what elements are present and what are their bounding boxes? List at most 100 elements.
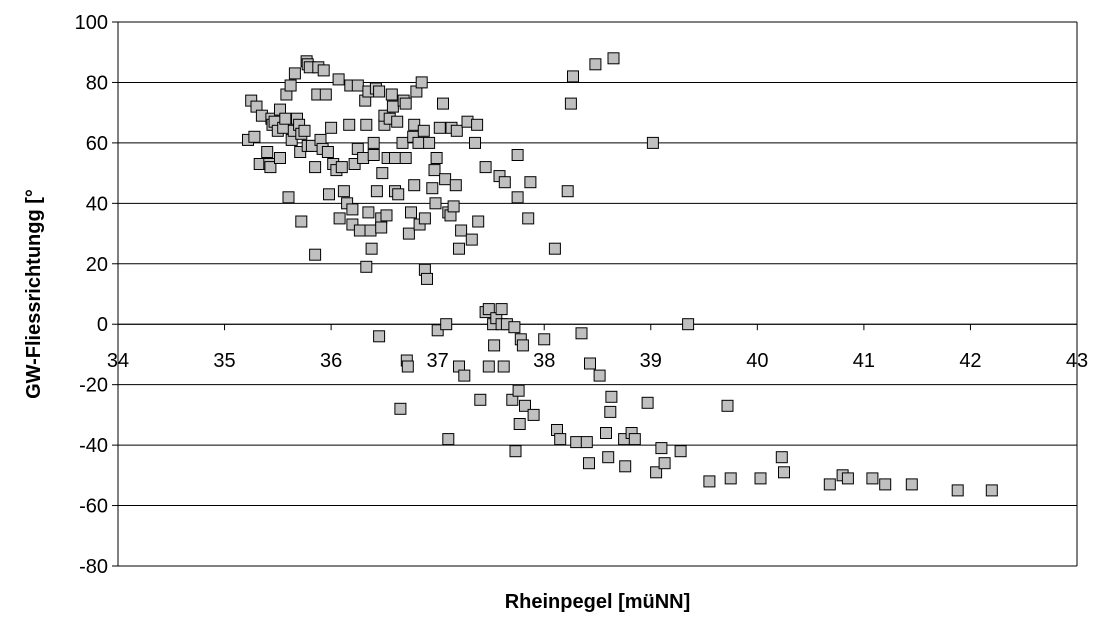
- data-point: [357, 152, 370, 164]
- data-point: [511, 191, 524, 204]
- data-point: [394, 402, 407, 415]
- data-point: [392, 188, 405, 201]
- data-point: [823, 478, 836, 491]
- data-point: [362, 206, 375, 219]
- x-tick-label: 36: [320, 350, 342, 372]
- data-point: [405, 206, 417, 219]
- y-tick-label: -20: [79, 375, 108, 397]
- data-point: [396, 136, 409, 149]
- data-point: [580, 436, 593, 449]
- data-point: [575, 327, 588, 340]
- data-point: [248, 130, 261, 143]
- y-tick-label: -60: [79, 496, 108, 518]
- y-tick-label: 100: [75, 12, 108, 34]
- data-point: [482, 360, 495, 373]
- data-point: [450, 124, 463, 137]
- data-point: [509, 445, 522, 458]
- data-point: [279, 112, 292, 125]
- data-point: [619, 460, 632, 473]
- data-point: [607, 52, 620, 65]
- data-point: [412, 136, 425, 149]
- x-tick-labels: 34 35 36 37 38 39 40 41 42 43: [107, 350, 1088, 372]
- data-point: [294, 146, 307, 158]
- data-point: [375, 221, 388, 234]
- y-tick-labels: 100 80 60 40 20 0 -20 -40 -60 -80: [75, 12, 108, 578]
- data-point: [343, 118, 356, 131]
- data-point: [583, 457, 595, 470]
- data-point: [600, 427, 612, 439]
- data-point: [408, 179, 421, 192]
- data-point: [449, 179, 462, 192]
- data-point: [447, 200, 460, 213]
- data-point: [332, 73, 345, 86]
- data-point: [421, 272, 433, 285]
- data-point: [423, 136, 436, 149]
- data-point: [513, 418, 526, 430]
- data-point: [469, 136, 481, 149]
- data-point: [402, 227, 415, 240]
- data-point: [482, 303, 495, 316]
- data-point: [360, 118, 373, 131]
- data-point: [418, 212, 431, 225]
- data-point: [433, 121, 446, 134]
- data-point: [866, 472, 879, 485]
- data-point: [506, 393, 519, 406]
- x-tick-label: 43: [1066, 350, 1088, 372]
- data-point: [317, 64, 330, 77]
- data-point: [386, 100, 399, 113]
- data-point: [561, 185, 574, 198]
- data-point: [641, 396, 654, 409]
- data-point: [284, 79, 297, 92]
- y-tick-label: 20: [86, 254, 108, 276]
- data-point: [655, 442, 668, 455]
- y-tick-label: -80: [79, 556, 108, 578]
- data-point: [703, 475, 716, 488]
- data-point: [724, 472, 737, 485]
- data-point: [527, 408, 540, 421]
- x-tick-label: 42: [959, 350, 981, 372]
- data-points: [242, 52, 998, 497]
- y-tick-label: 80: [86, 72, 108, 94]
- data-point: [309, 161, 322, 174]
- data-point: [516, 339, 529, 352]
- data-point: [288, 67, 301, 80]
- data-point: [650, 466, 663, 479]
- data-point: [458, 369, 471, 382]
- data-point: [274, 152, 286, 164]
- data-point: [519, 399, 531, 412]
- x-tick-label: 38: [533, 350, 555, 372]
- data-point: [360, 260, 373, 273]
- data-point: [367, 149, 380, 161]
- x-tick-label: 41: [853, 350, 875, 372]
- data-point: [430, 152, 443, 164]
- data-point: [282, 191, 295, 204]
- data-point: [353, 224, 366, 237]
- x-tick-label: 34: [107, 350, 129, 372]
- data-point: [319, 88, 332, 101]
- data-point: [417, 124, 430, 137]
- data-point: [589, 58, 602, 71]
- x-tick-label: 37: [427, 350, 449, 372]
- data-point: [511, 149, 524, 161]
- data-point: [399, 97, 412, 110]
- data-point: [261, 146, 274, 158]
- data-point: [465, 233, 478, 246]
- data-point: [605, 390, 618, 403]
- data-point: [455, 224, 468, 237]
- y-axis-title: GW-Fliessrichtungg [°: [23, 189, 45, 399]
- x-axis-title: Rheinpegel [müNN]: [505, 591, 691, 613]
- data-point: [538, 333, 551, 346]
- data-point: [951, 484, 964, 497]
- data-point: [593, 369, 606, 382]
- data-point: [391, 115, 404, 128]
- data-point: [570, 436, 583, 449]
- data-point: [333, 212, 346, 225]
- data-point: [488, 339, 501, 352]
- data-point: [498, 176, 511, 189]
- data-point: [298, 124, 311, 137]
- data-point: [367, 136, 380, 149]
- x-tick-label: 35: [213, 350, 235, 372]
- y-tick-label: -40: [79, 435, 108, 457]
- data-point: [754, 472, 767, 485]
- data-point: [584, 357, 596, 370]
